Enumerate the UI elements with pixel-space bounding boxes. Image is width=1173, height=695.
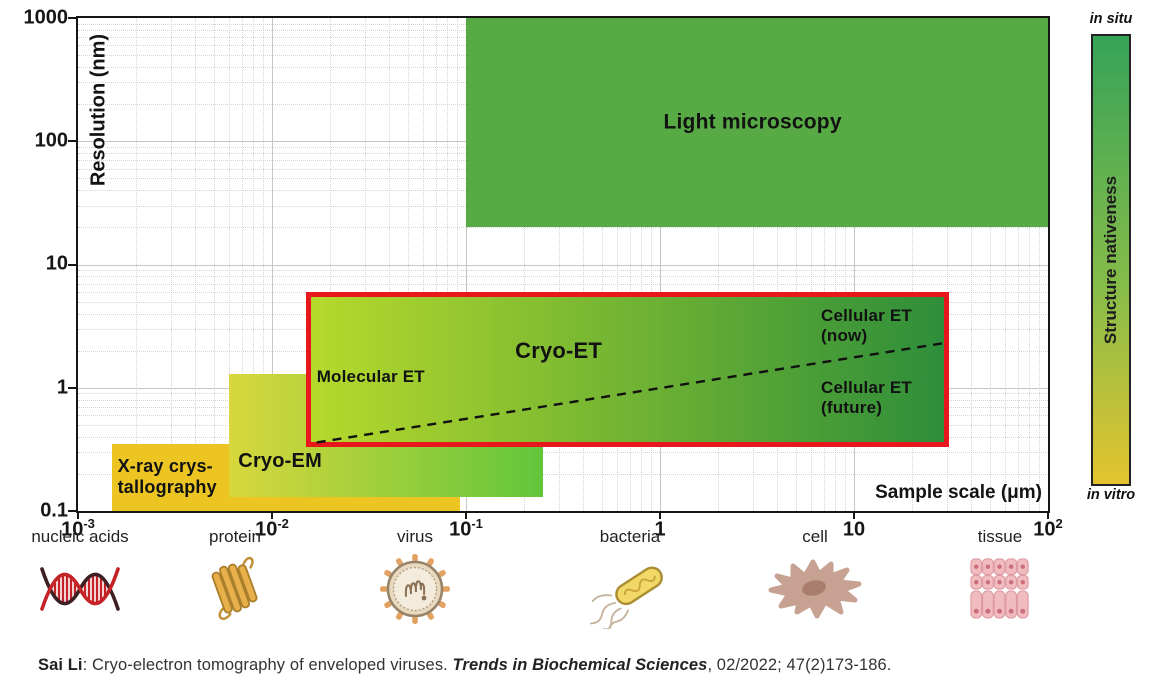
label-cryo-et: Cryo-ET <box>515 337 603 363</box>
label-x-ray-crys-tallography: X-ray crys- tallography <box>117 455 217 497</box>
gridline-minor <box>78 227 1048 229</box>
protein-icon <box>155 550 315 628</box>
x-axis-title: Sample scale (μm) <box>875 482 1042 503</box>
bacteria-icon <box>550 550 710 629</box>
category-label: nucleic acids <box>31 527 129 546</box>
gridline-minor <box>78 270 1048 272</box>
x-tickmark <box>77 513 79 519</box>
category-bacteria: bacteria <box>550 527 710 629</box>
gridline-minor <box>78 283 1048 285</box>
tick-base: 10 <box>61 518 84 541</box>
tick-base: 10 <box>842 518 866 541</box>
dna-icon <box>0 550 160 628</box>
tick-exp: 2 <box>1055 516 1063 531</box>
category-label: tissue <box>977 527 1023 546</box>
x-tick-1e-2: 10-2 <box>255 516 289 542</box>
gridline-minor <box>78 276 1048 278</box>
y-tick-1: 1 <box>56 376 68 399</box>
virus-icon <box>335 550 495 628</box>
x-tickmark <box>465 513 467 519</box>
category-label: protein <box>209 527 261 546</box>
label-cellular-et-now-: Cellular ET (now) <box>821 305 913 345</box>
tick-exp: -3 <box>83 516 95 531</box>
y-tickmark <box>68 510 76 512</box>
x-tick-10: 10 <box>843 516 865 542</box>
y-tickmark <box>68 17 76 19</box>
colorbar-title: Structure nativeness <box>1101 175 1120 345</box>
citation: Sai Li: Cryo-electron tomography of enve… <box>38 656 891 675</box>
colorbar-bottom-label: in vitro <box>1086 487 1136 503</box>
x-tick-1e-3: 10-3 <box>61 516 95 542</box>
y-tick-100: 100 <box>34 129 68 152</box>
y-tick-1000: 1000 <box>23 6 69 29</box>
y-axis-title: Resolution (nm) <box>87 33 110 187</box>
category-virus: virus <box>335 527 495 628</box>
category-protein: protein <box>155 527 315 628</box>
y-tickmark <box>68 263 76 266</box>
category-label: cell <box>802 527 828 546</box>
tick-base: 10 <box>255 518 278 541</box>
tick-base: 10 <box>449 518 472 541</box>
category-tissue: tissue <box>920 527 1080 628</box>
cell-icon <box>735 550 895 628</box>
label-cryo-em: Cryo-EM <box>238 450 322 473</box>
citation-text: , 02/2022; 47(2)173-186. <box>707 656 892 674</box>
y-tickmark <box>68 386 76 389</box>
citation-text: : Cryo-electron tomography of enveloped … <box>82 656 453 674</box>
label-light-microscopy: Light microscopy <box>663 110 842 134</box>
tick-base: 10 <box>1033 518 1056 541</box>
tick-exp: -2 <box>277 516 289 531</box>
region-light-microscopy <box>466 18 1048 228</box>
tick-base: 1 <box>654 518 666 541</box>
y-tick-0-1: 0.1 <box>40 499 68 522</box>
y-tick-10: 10 <box>45 252 68 275</box>
gridline-minor <box>78 452 1048 454</box>
x-tickmark <box>271 513 273 519</box>
tissue-icon <box>920 550 1080 628</box>
category-nucleic-acids: nucleic acids <box>0 527 160 628</box>
category-cell: cell <box>735 527 895 628</box>
tick-exp: -1 <box>471 516 483 531</box>
y-tickmark <box>68 140 76 143</box>
x-tick-1: 1 <box>654 516 665 542</box>
citation-author: Sai Li <box>38 656 83 674</box>
x-tickmark <box>659 513 661 519</box>
x-tick-1e-1: 10-1 <box>449 516 483 542</box>
colorbar: Structure nativeness <box>1091 34 1131 486</box>
plot-area: Resolution (nm) Sample scale (μm) X-ray … <box>76 16 1050 513</box>
gridline-minor <box>78 473 1048 475</box>
x-tick-1e2: 102 <box>1033 516 1062 542</box>
citation-journal: Trends in Biochemical Sciences <box>452 656 708 674</box>
colorbar-top-label: in situ <box>1089 11 1133 27</box>
x-tickmark <box>853 513 855 519</box>
category-label: virus <box>397 527 433 546</box>
gridline-major <box>78 264 1048 266</box>
label-molecular-et: Molecular ET <box>316 367 425 387</box>
x-tickmark <box>1047 513 1049 519</box>
label-cellular-et-future-: Cellular ET (future) <box>821 378 913 418</box>
category-label: bacteria <box>599 527 661 546</box>
